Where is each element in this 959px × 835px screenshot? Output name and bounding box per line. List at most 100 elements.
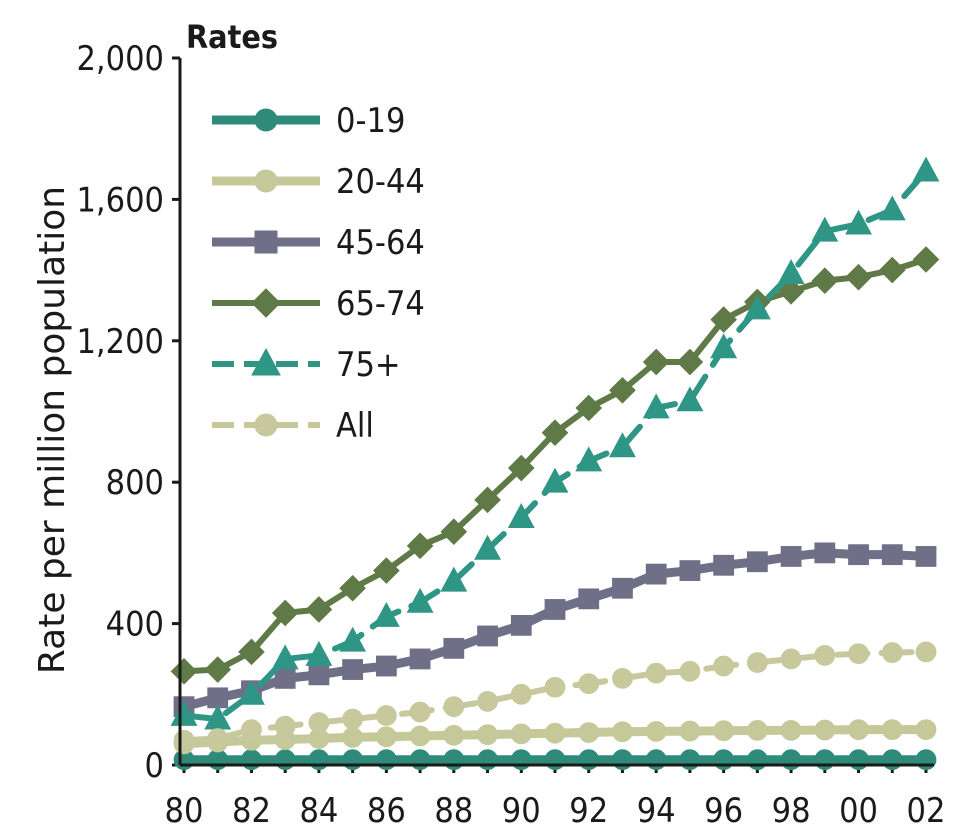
- data-point: [609, 376, 636, 404]
- data-point: [612, 749, 633, 771]
- data-point: [848, 544, 869, 566]
- data-point: [409, 701, 431, 723]
- data-point: [375, 705, 397, 726]
- y-tick-label: 2,000: [76, 39, 164, 79]
- data-point: [204, 656, 232, 683]
- data-point: [443, 637, 465, 659]
- data-point: [915, 719, 937, 741]
- data-point: [406, 532, 434, 560]
- data-point: [746, 719, 768, 741]
- data-point: [881, 642, 903, 663]
- data-point: [912, 156, 940, 182]
- data-point: [713, 720, 735, 742]
- data-point: [612, 667, 633, 689]
- data-point: [339, 574, 366, 602]
- data-point: [544, 749, 566, 771]
- legend-swatch-marker: [254, 230, 278, 254]
- data-point: [612, 577, 633, 599]
- data-point: [440, 518, 468, 545]
- data-point: [373, 557, 400, 584]
- data-point: [848, 719, 869, 741]
- data-point: [372, 601, 400, 627]
- data-point: [477, 625, 498, 647]
- data-point: [440, 566, 468, 592]
- legend-swatch-marker: [254, 413, 278, 437]
- data-point: [510, 683, 532, 705]
- data-point: [609, 432, 636, 458]
- data-point: [409, 749, 431, 771]
- data-point: [443, 696, 465, 718]
- x-tick-label: 94: [637, 791, 676, 831]
- data-point: [474, 534, 501, 560]
- y-tick-label: 800: [106, 463, 164, 503]
- legend-label: 0-19: [336, 101, 405, 141]
- data-point: [814, 719, 836, 741]
- data-point: [308, 664, 330, 686]
- chart-title: Rates: [186, 18, 278, 56]
- data-point: [443, 724, 465, 746]
- data-point: [780, 648, 802, 670]
- data-point: [578, 749, 600, 771]
- data-point: [274, 749, 296, 771]
- legend-item: 20-44: [212, 162, 425, 202]
- series-0-19: [173, 749, 937, 771]
- data-point: [746, 749, 768, 771]
- data-point: [845, 263, 872, 291]
- legend-label: 20-44: [336, 162, 425, 202]
- legend-swatch-marker: [251, 347, 281, 376]
- data-point: [308, 749, 330, 771]
- data-point: [642, 348, 670, 376]
- data-point: [578, 722, 600, 743]
- x-tick-label: 86: [367, 791, 406, 831]
- data-point: [912, 246, 940, 273]
- data-point: [878, 195, 906, 221]
- data-point: [642, 393, 670, 419]
- legend: 0-19 20-44 45-64 65-74 75+ All: [212, 101, 425, 446]
- data-point: [173, 729, 195, 751]
- data-point: [375, 726, 397, 748]
- legend-item: 0-19: [212, 101, 405, 141]
- data-point: [477, 749, 498, 771]
- data-point: [241, 749, 262, 771]
- data-point: [881, 719, 903, 741]
- data-point: [915, 641, 937, 663]
- data-point: [780, 719, 802, 741]
- series-layer: [170, 156, 940, 771]
- data-point: [845, 209, 872, 235]
- data-point: [878, 256, 906, 284]
- legend-swatch-marker: [251, 288, 281, 318]
- data-point: [645, 662, 667, 684]
- data-point: [780, 749, 802, 771]
- data-point: [375, 655, 397, 677]
- series-all: [173, 641, 937, 751]
- legend-item: 45-64: [212, 223, 425, 263]
- y-axis-label: Rate per million population: [32, 186, 73, 674]
- data-point: [207, 749, 229, 771]
- x-tick-label: 88: [434, 791, 473, 831]
- data-point: [645, 721, 667, 742]
- data-point: [777, 259, 805, 285]
- data-point: [342, 659, 364, 680]
- legend-item: 65-74: [212, 284, 425, 324]
- data-point: [676, 386, 704, 412]
- y-tick-label: 0: [145, 746, 164, 786]
- data-point: [575, 446, 603, 472]
- data-point: [575, 394, 603, 422]
- legend-item: 75+: [212, 345, 401, 385]
- data-point: [477, 724, 498, 745]
- data-point: [679, 660, 701, 682]
- data-point: [406, 587, 434, 613]
- legend-swatch-marker: [254, 108, 278, 132]
- x-tick-label: 90: [502, 791, 541, 831]
- data-point: [443, 749, 465, 771]
- data-point: [612, 721, 633, 743]
- data-point: [578, 673, 600, 695]
- data-point: [238, 679, 265, 705]
- data-point: [507, 454, 535, 482]
- data-point: [679, 560, 701, 581]
- x-tick-label: 98: [772, 791, 811, 831]
- x-tick-label: 82: [232, 791, 271, 831]
- data-point: [274, 667, 296, 689]
- data-point: [544, 599, 566, 620]
